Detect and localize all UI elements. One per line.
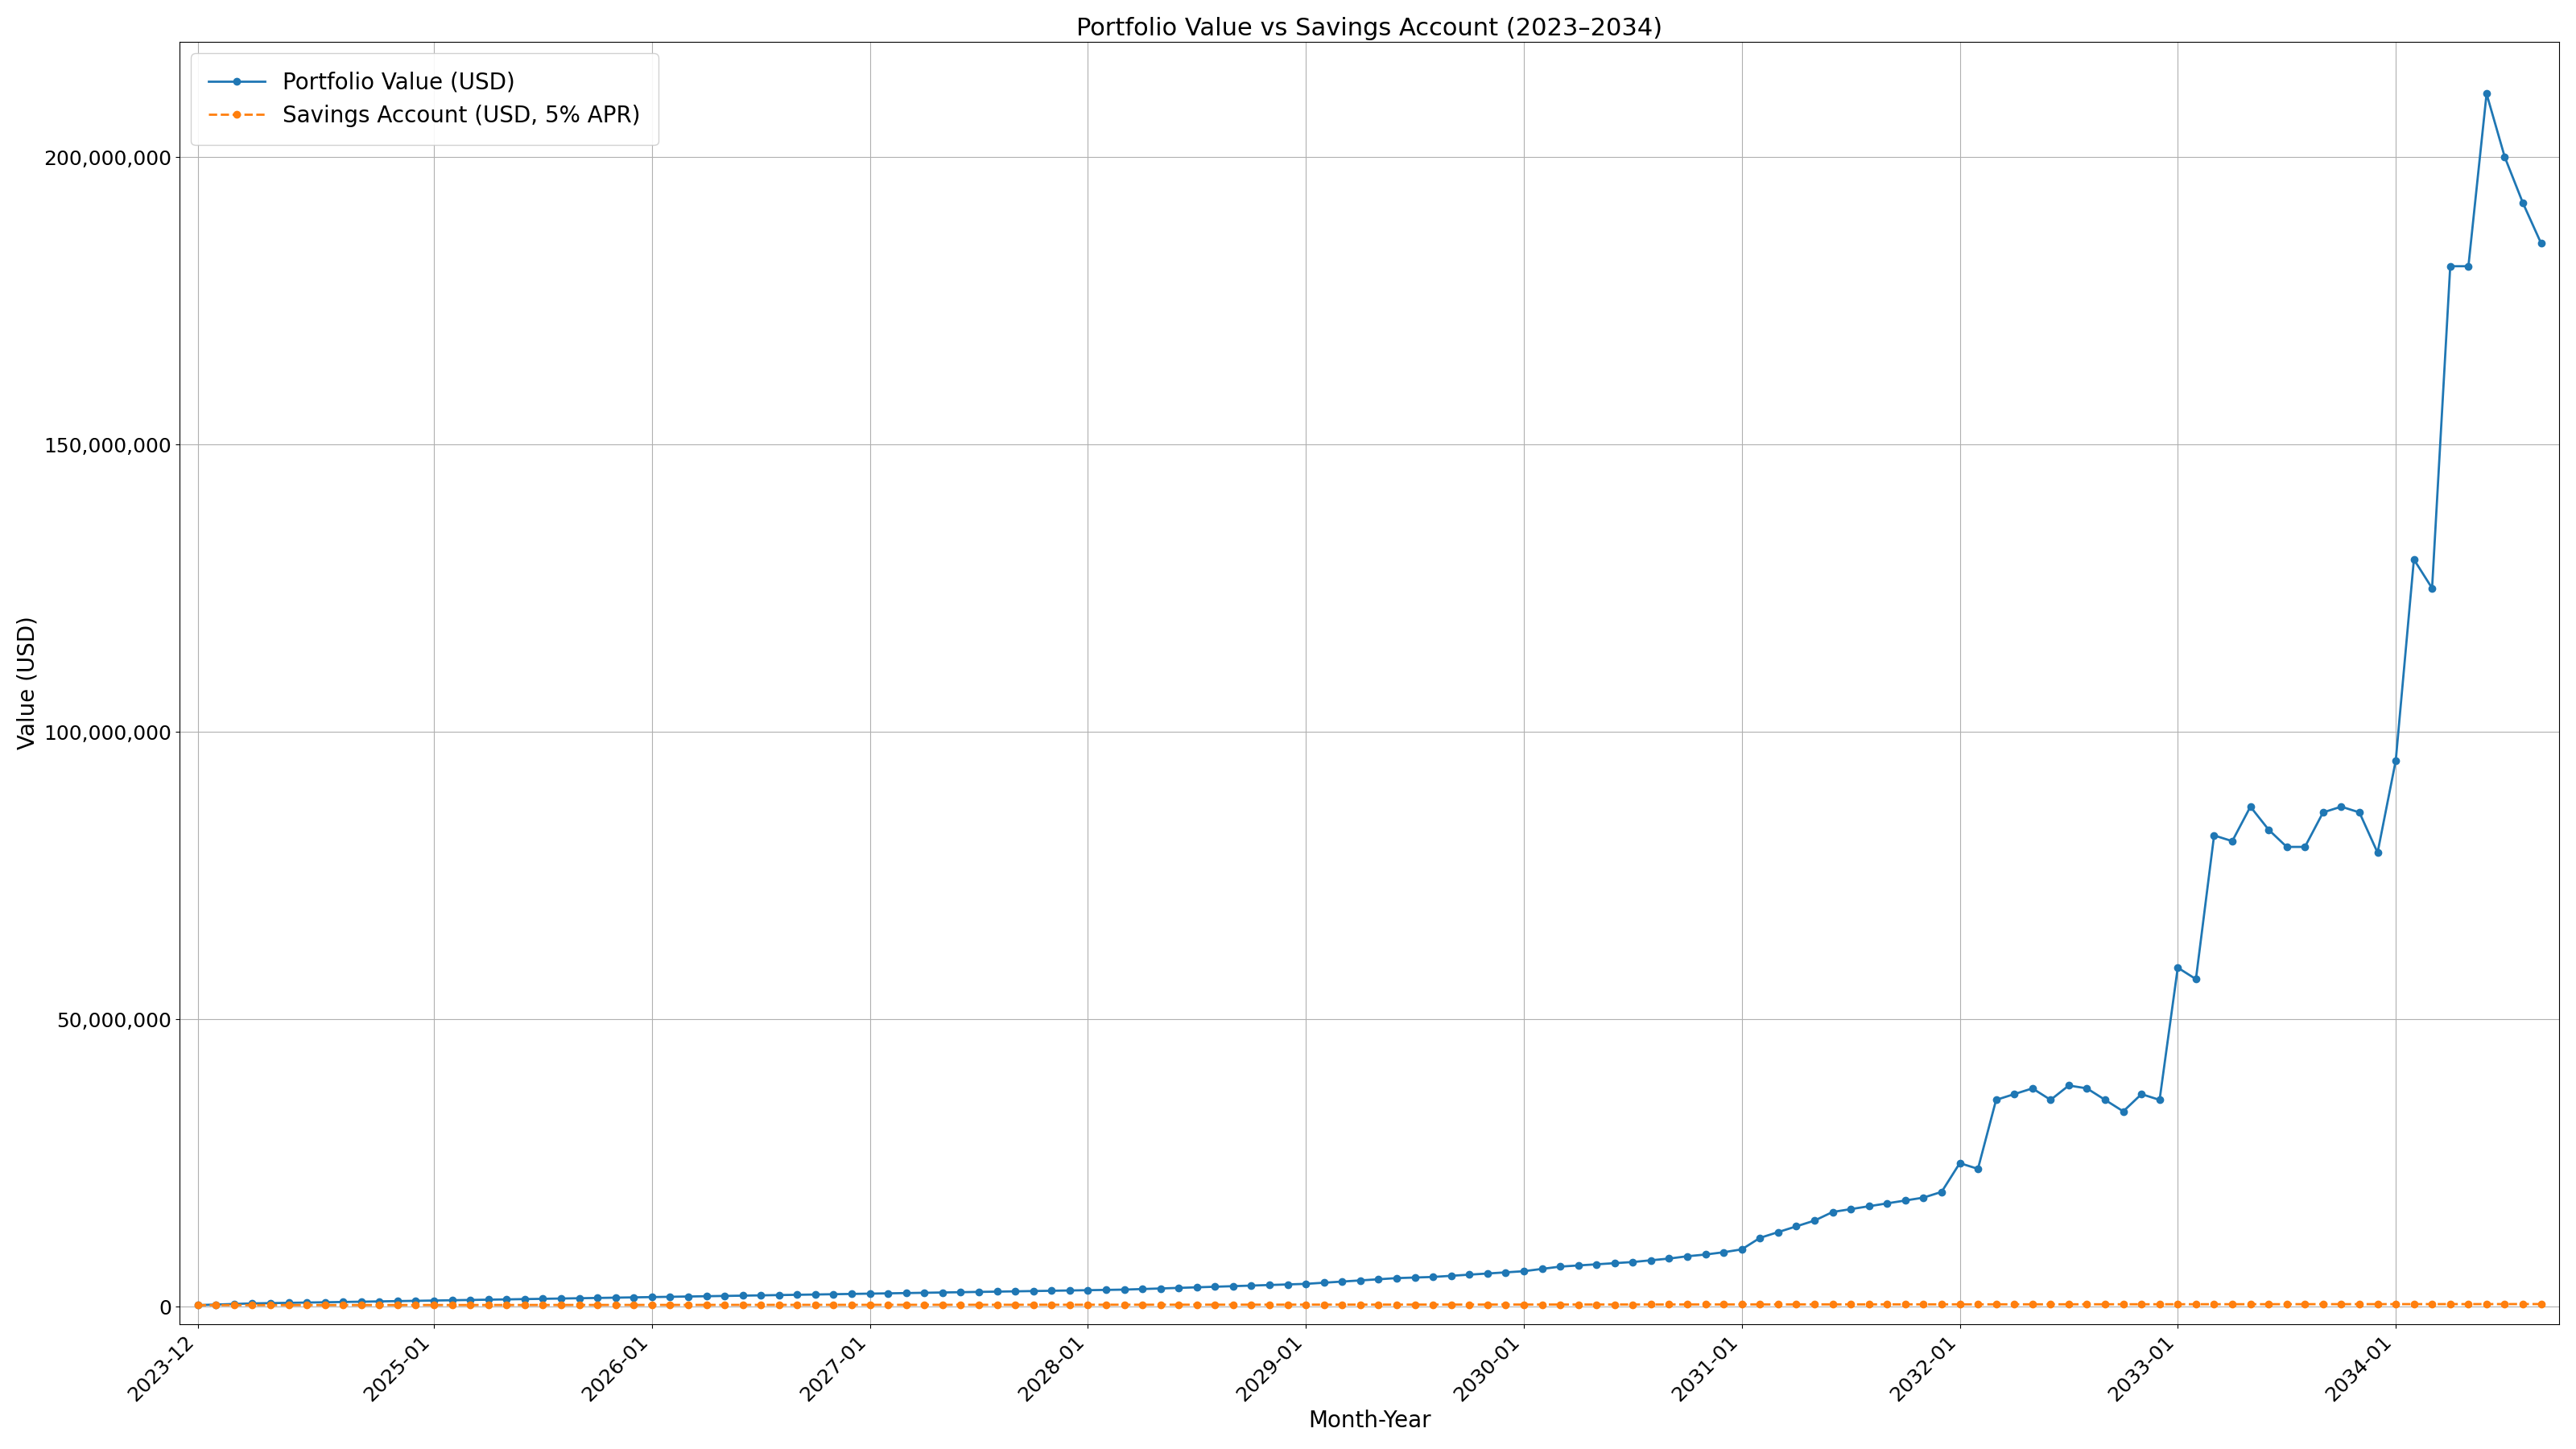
Savings Account (USD, 5% APR): [183, 1297, 214, 1314]
Portfolio Value (USD): [819, 1285, 850, 1303]
Savings Account (USD, 5% APR): [2326, 1295, 2357, 1313]
Portfolio Value (USD): [1399, 1269, 1430, 1287]
Portfolio Value (USD): [1726, 1240, 1757, 1258]
Savings Account (USD, 5% APR): [1855, 1295, 1886, 1313]
Savings Account (USD, 5% APR): [291, 1297, 322, 1314]
X-axis label: Month-Year: Month-Year: [1309, 1410, 1430, 1432]
Portfolio Value (USD): [2017, 1080, 2048, 1097]
Portfolio Value (USD): [1909, 1190, 1940, 1207]
Savings Account (USD, 5% APR): [2524, 1295, 2555, 1313]
Line: Savings Account (USD, 5% APR): Savings Account (USD, 5% APR): [193, 1301, 2545, 1308]
Portfolio Value (USD): [2524, 235, 2555, 252]
Portfolio Value (USD): [1182, 1278, 1213, 1295]
Portfolio Value (USD): [2470, 85, 2501, 103]
Portfolio Value (USD): [183, 1297, 214, 1314]
Y-axis label: Value (USD): Value (USD): [18, 616, 39, 749]
Savings Account (USD, 5% APR): [2161, 1295, 2192, 1313]
Title: Portfolio Value vs Savings Account (2023–2034): Portfolio Value vs Savings Account (2023…: [1077, 17, 1662, 41]
Line: Portfolio Value (USD): Portfolio Value (USD): [193, 90, 2545, 1308]
Legend: Portfolio Value (USD), Savings Account (USD, 5% APR): Portfolio Value (USD), Savings Account (…: [191, 54, 659, 145]
Savings Account (USD, 5% APR): [1453, 1295, 1484, 1313]
Savings Account (USD, 5% APR): [2236, 1295, 2267, 1313]
